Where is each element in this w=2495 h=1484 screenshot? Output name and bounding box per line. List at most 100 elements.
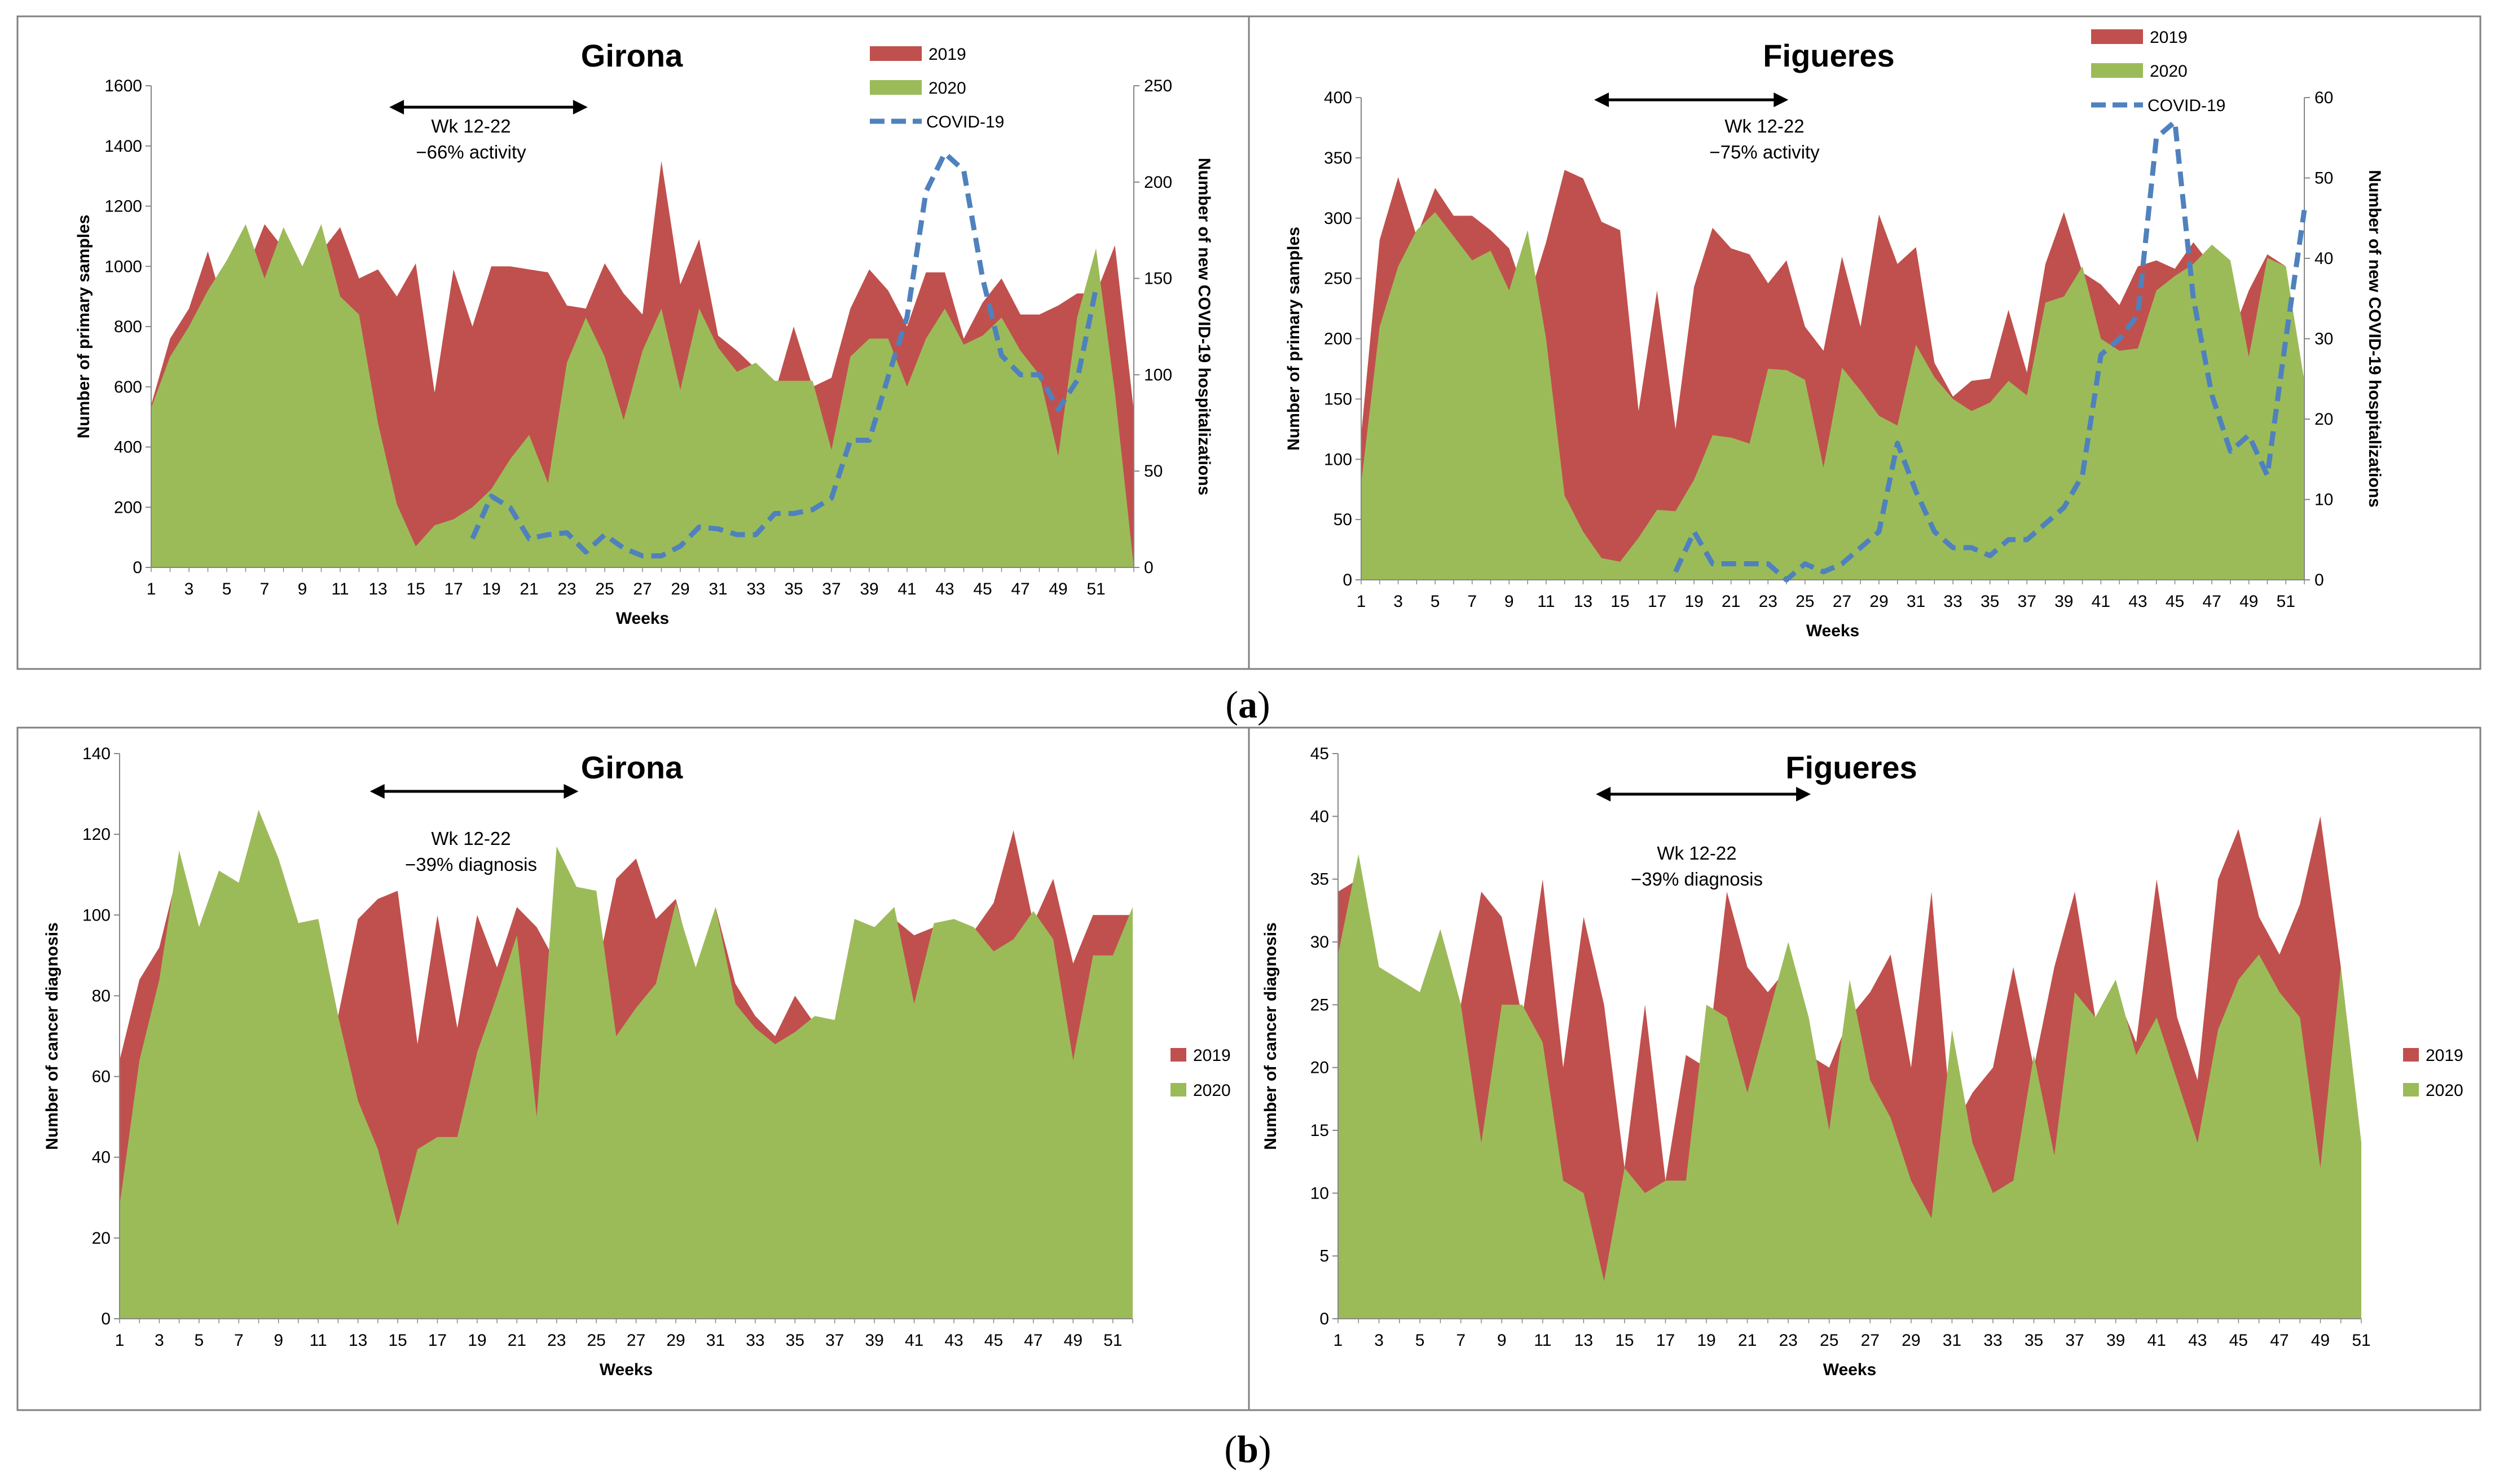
y2-tick-label: 30	[2314, 330, 2333, 349]
y2-tick-label: 60	[2314, 89, 2333, 107]
y2-tick-label: 20	[2314, 410, 2333, 429]
annotation-text: −66% activity	[416, 142, 526, 162]
x-tick-label: 27	[1833, 592, 1851, 611]
legend-label: 2019	[1193, 1046, 1231, 1065]
y2-tick-label: 50	[2314, 169, 2333, 188]
y-tick-label: 20	[1310, 1059, 1329, 1077]
x-tick-label: 51	[2352, 1331, 2370, 1350]
area-series-2020	[1361, 212, 2304, 580]
x-tick-label: 45	[2166, 592, 2184, 611]
x-tick-label: 19	[468, 1331, 486, 1350]
x-tick-label: 5	[222, 580, 232, 598]
annotation-range: Wk 12-22	[431, 116, 511, 136]
chart-title: Girona	[581, 38, 683, 73]
x-tick-label: 43	[2188, 1331, 2207, 1350]
y-axis-title: Number of cancer diagnosis	[43, 922, 61, 1150]
x-tick-label: 17	[444, 580, 463, 598]
annotation-range: Wk 12-22	[1657, 843, 1736, 864]
x-tick-label: 15	[1615, 1331, 1634, 1350]
x-tick-label: 21	[1722, 592, 1740, 611]
chart-title: Figueres	[1785, 750, 1917, 785]
y-tick-label: 600	[114, 378, 142, 397]
x-tick-label: 39	[2106, 1331, 2125, 1350]
x-tick-label: 43	[944, 1331, 963, 1350]
x-tick-label: 13	[368, 580, 387, 598]
x-tick-label: 13	[1574, 1331, 1593, 1350]
caption-b-letter: b	[1237, 1428, 1258, 1470]
y-tick-label: 0	[133, 558, 142, 577]
caption-a: (a)	[1225, 683, 1270, 726]
x-tick-label: 23	[1779, 1331, 1797, 1350]
y-tick-label: 30	[1310, 933, 1329, 952]
x-tick-label: 23	[1759, 592, 1777, 611]
y-tick-label: 0	[1343, 571, 1352, 589]
y-axis-title: Number of cancer diagnosis	[1261, 922, 1280, 1150]
y-tick-label: 400	[1324, 89, 1352, 107]
x-tick-label: 33	[1943, 592, 1962, 611]
x-tick-label: 29	[1869, 592, 1888, 611]
x-tick-label: 39	[860, 580, 878, 598]
x-tick-label: 5	[195, 1331, 204, 1350]
y-tick-label: 10	[1310, 1184, 1329, 1203]
legend-label: 2020	[2150, 62, 2188, 81]
y2-tick-label: 150	[1144, 270, 1172, 288]
chart-a-girona: 0200400600800100012001400160005010015020…	[74, 38, 1213, 628]
x-tick-label: 33	[746, 580, 765, 598]
x-tick-label: 25	[1796, 592, 1814, 611]
x-tick-label: 29	[1902, 1331, 1920, 1350]
legend-label: 2019	[2150, 28, 2188, 47]
legend-swatch-2020	[1171, 1083, 1186, 1097]
y-tick-label: 35	[1310, 870, 1329, 889]
x-tick-label: 11	[1534, 1331, 1551, 1350]
legend-label: 2020	[2426, 1081, 2463, 1100]
x-tick-label: 35	[784, 580, 803, 598]
x-tick-label: 17	[1648, 592, 1666, 611]
line-series-covid	[470, 151, 1099, 558]
x-tick-label: 45	[984, 1331, 1003, 1350]
annotation-text: −75% activity	[1709, 142, 1820, 162]
y2-tick-label: 10	[2314, 491, 2333, 509]
y-tick-label: 800	[114, 318, 142, 336]
x-tick-label: 31	[1907, 592, 1925, 611]
x-tick-label: 47	[1024, 1331, 1042, 1350]
x-tick-label: 41	[2148, 1331, 2166, 1350]
x-tick-label: 7	[260, 580, 270, 598]
x-tick-label: 15	[406, 580, 425, 598]
y-tick-label: 140	[82, 745, 111, 763]
x-tick-label: 51	[2277, 592, 2295, 611]
x-tick-label: 3	[184, 580, 194, 598]
x-tick-label: 35	[786, 1331, 804, 1350]
x-tick-label: 45	[973, 580, 992, 598]
x-tick-label: 49	[1049, 580, 1067, 598]
y-tick-label: 0	[1319, 1310, 1329, 1328]
x-tick-label: 19	[482, 580, 500, 598]
x-tick-label: 9	[1504, 592, 1514, 611]
legend-label: 2020	[1193, 1081, 1231, 1100]
x-tick-label: 31	[709, 580, 727, 598]
x-tick-label: 49	[2311, 1331, 2330, 1350]
x-tick-label: 25	[595, 580, 614, 598]
y-axis-title: Number of primary samples	[74, 215, 93, 439]
x-tick-label: 35	[2025, 1331, 2043, 1350]
x-tick-label: 1	[147, 580, 156, 598]
legend-label: 2020	[929, 79, 966, 98]
y-tick-label: 120	[82, 825, 111, 844]
chart-title: Girona	[581, 750, 683, 785]
annotation-text: −39% diagnosis	[1631, 869, 1763, 889]
annotation-arrow-head-right	[573, 100, 588, 115]
x-tick-label: 31	[1943, 1331, 1961, 1350]
x-tick-label: 11	[1537, 592, 1555, 611]
y2-axis-title: Number of new COVID-19 hospitalizations	[2365, 170, 2384, 507]
y-tick-label: 25	[1310, 996, 1329, 1014]
line-series-covid	[1673, 119, 2307, 583]
legend-swatch-2020	[2091, 63, 2143, 78]
x-tick-label: 9	[298, 580, 307, 598]
annotation-text: −39% diagnosis	[405, 854, 537, 875]
legend-swatch-2020	[870, 80, 922, 95]
x-tick-label: 35	[1981, 592, 1999, 611]
y-tick-label: 80	[92, 987, 111, 1005]
y2-tick-label: 100	[1144, 366, 1172, 384]
